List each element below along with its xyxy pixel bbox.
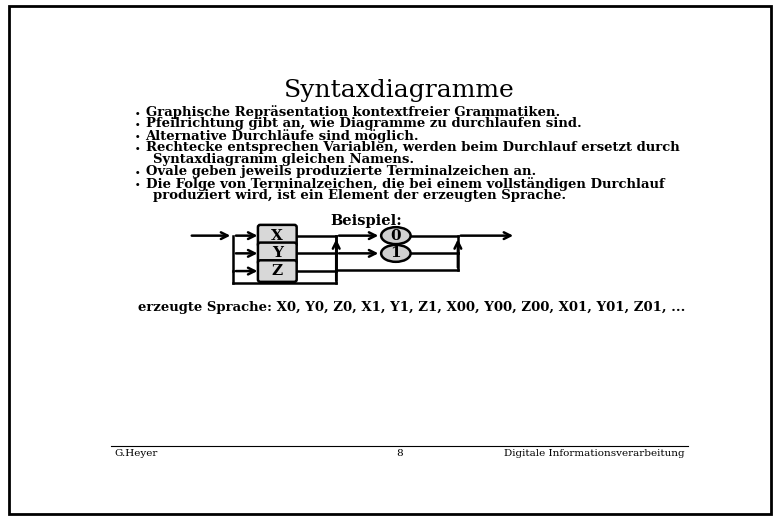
Text: G.Heyer: G.Heyer: [115, 449, 158, 458]
Text: Ovale geben jeweils produzierte Terminalzeichen an.: Ovale geben jeweils produzierte Terminal…: [146, 165, 536, 178]
Text: Syntaxdiagramm gleichen Namens.: Syntaxdiagramm gleichen Namens.: [154, 153, 414, 166]
Text: X: X: [271, 229, 283, 243]
Text: Pfeilrichtung gibt an, wie Diagramme zu durchlaufen sind.: Pfeilrichtung gibt an, wie Diagramme zu …: [146, 118, 581, 131]
FancyBboxPatch shape: [258, 242, 296, 264]
Text: erzeugte Sprache: X0, Y0, Z0, X1, Y1, Z1, X00, Y00, Z00, X01, Y01, Z01, ...: erzeugte Sprache: X0, Y0, Z0, X1, Y1, Z1…: [138, 301, 685, 314]
Text: Alternative Durchläufe sind möglich.: Alternative Durchläufe sind möglich.: [146, 129, 419, 144]
Text: Y: Y: [271, 246, 283, 261]
FancyBboxPatch shape: [258, 261, 296, 282]
Text: 0: 0: [391, 229, 401, 243]
Text: Syntaxdiagramme: Syntaxdiagramme: [285, 80, 515, 102]
Text: Rechtecke entsprechen Variablen, werden beim Durchlauf ersetzt durch: Rechtecke entsprechen Variablen, werden …: [146, 141, 679, 154]
Text: ·: ·: [135, 106, 140, 123]
Text: ·: ·: [135, 165, 140, 182]
Text: Graphische Repräsentation kontextfreier Grammatiken.: Graphische Repräsentation kontextfreier …: [146, 106, 560, 120]
Text: Die Folge von Terminalzeichen, die bei einem vollständigen Durchlauf: Die Folge von Terminalzeichen, die bei e…: [146, 177, 665, 191]
Text: Z: Z: [271, 264, 283, 278]
Text: ·: ·: [135, 118, 140, 135]
Ellipse shape: [381, 227, 410, 244]
Text: 8: 8: [396, 449, 403, 458]
Ellipse shape: [381, 245, 410, 262]
FancyBboxPatch shape: [258, 225, 296, 246]
Text: ·: ·: [135, 141, 140, 158]
Text: ·: ·: [135, 129, 140, 147]
Text: Beispiel:: Beispiel:: [330, 214, 402, 228]
Text: 1: 1: [391, 246, 401, 261]
Text: Digitale Informationsverarbeitung: Digitale Informationsverarbeitung: [505, 449, 685, 458]
Text: produziert wird, ist ein Element der erzeugten Sprache.: produziert wird, ist ein Element der erz…: [154, 189, 566, 202]
Text: ·: ·: [135, 177, 140, 194]
